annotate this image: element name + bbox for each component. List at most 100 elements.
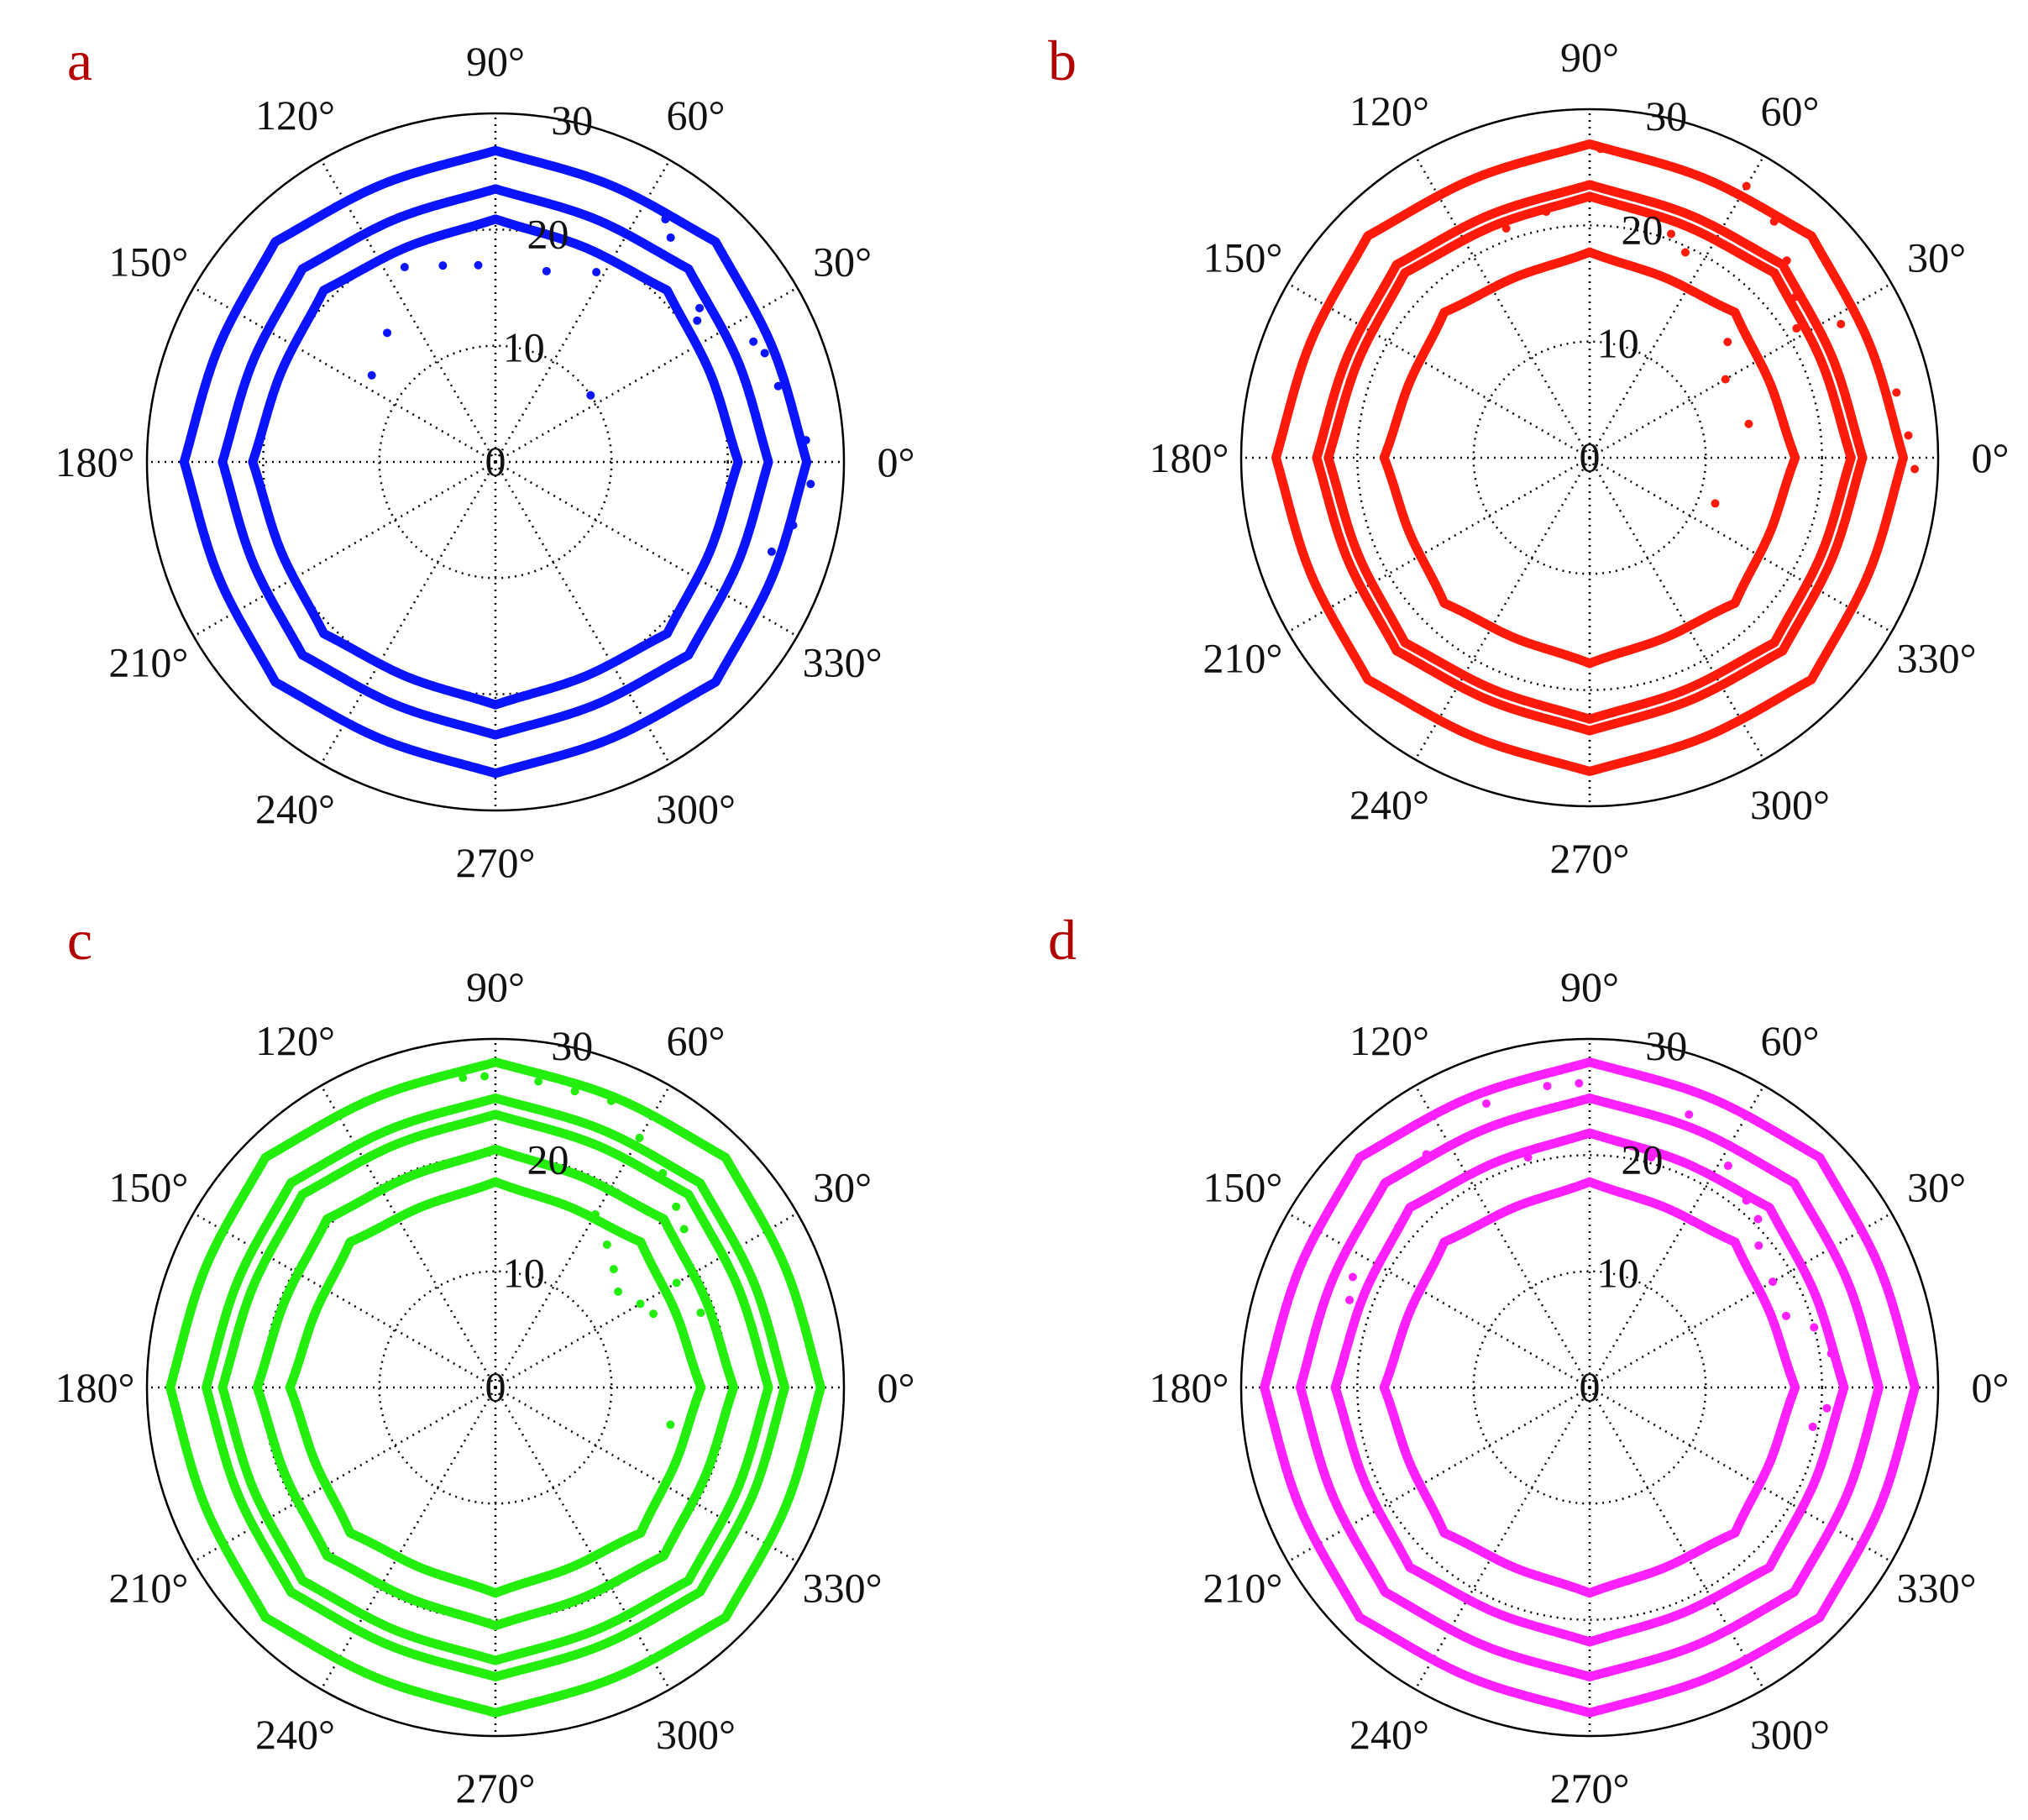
- radial-tick-label: 10: [1597, 1250, 1639, 1297]
- series-ring-5: [165, 1057, 825, 1718]
- scatter-point: [767, 547, 776, 556]
- scatter-point: [1345, 1295, 1355, 1304]
- grid-spoke: [495, 1212, 799, 1389]
- grid-spoke: [1588, 457, 1765, 761]
- angle-tick-label: 180°: [55, 438, 135, 485]
- grid-spoke: [1589, 282, 1893, 459]
- radial-tick-label: 10: [1597, 320, 1639, 367]
- angle-tick-label: 60°: [667, 92, 726, 139]
- outer-circle: [145, 112, 846, 812]
- angle-tick-label: 180°: [1150, 1364, 1229, 1411]
- grid-spoke: [1588, 155, 1765, 459]
- angle-tick-label: 120°: [255, 92, 335, 139]
- scatter-point: [1666, 229, 1675, 239]
- polar-panel-a: a01020300°30°60°90°120°150°180°210°240°2…: [55, 29, 915, 886]
- scatter-point: [1422, 1150, 1431, 1159]
- scatter-point: [438, 261, 448, 270]
- scatter-point: [789, 405, 798, 414]
- scatter-point: [534, 1077, 543, 1086]
- panel-letter: d: [1048, 908, 1077, 972]
- scatter-point: [1753, 1214, 1763, 1224]
- radial-tick-label: 10: [503, 324, 545, 371]
- angle-tick-label: 210°: [108, 639, 188, 686]
- scatter-point: [592, 268, 601, 277]
- radial-tick-label: 20: [527, 1136, 569, 1183]
- grid-spoke: [1414, 1387, 1591, 1691]
- scatter-point: [1868, 349, 1878, 359]
- grid-circle: [378, 1270, 613, 1505]
- scatter-point: [480, 1072, 490, 1081]
- grid-spoke: [320, 461, 497, 765]
- grid-circle: [1356, 224, 1823, 691]
- scatter-point: [693, 316, 702, 325]
- panel-letter: c: [67, 908, 92, 972]
- angle-tick-label: 30°: [1907, 1164, 1966, 1211]
- radial-tick-label: 0: [1580, 1363, 1601, 1410]
- grid-circle: [1472, 1270, 1707, 1505]
- angle-tick-label: 210°: [108, 1565, 188, 1612]
- angle-tick-label: 30°: [813, 239, 872, 286]
- angle-tick-label: 0°: [1972, 434, 2010, 481]
- angle-tick-label: 240°: [1349, 1711, 1429, 1758]
- radial-tick-label: 0: [1580, 433, 1601, 480]
- grid-spoke: [1286, 1212, 1590, 1389]
- radial-tick-label: 0: [485, 438, 506, 485]
- scatter-point: [1742, 1196, 1751, 1205]
- series-ring-4: [1271, 139, 1908, 776]
- scatter-point: [1791, 292, 1800, 302]
- angle-tick-label: 60°: [667, 1017, 726, 1064]
- scatter-point: [459, 1073, 468, 1083]
- scatter-point: [1822, 1403, 1831, 1413]
- scatter-point: [1808, 1422, 1817, 1431]
- angle-tick-label: 300°: [656, 785, 736, 832]
- angle-tick-label: 150°: [1203, 1164, 1282, 1211]
- radial-tick-label: 0: [485, 1363, 506, 1410]
- radial-tick-label: 30: [551, 97, 593, 144]
- scatter-point: [542, 266, 551, 275]
- angle-tick-label: 0°: [878, 438, 915, 485]
- scatter-point: [1723, 338, 1732, 347]
- series-ring-2: [252, 1144, 739, 1631]
- grid-spoke: [192, 286, 496, 464]
- scatter-point: [695, 303, 705, 312]
- scatter-point: [1523, 1153, 1533, 1162]
- angle-tick-label: 90°: [466, 38, 525, 85]
- scatter-point: [696, 1309, 705, 1318]
- angle-tick-label: 0°: [878, 1364, 915, 1411]
- radial-tick-label: 30: [551, 1022, 593, 1069]
- radial-tick-label: 30: [1645, 1022, 1687, 1069]
- scatter-point: [1681, 248, 1690, 257]
- angle-tick-label: 30°: [813, 1164, 872, 1211]
- angle-tick-label: 300°: [656, 1711, 736, 1758]
- angle-tick-label: 180°: [1150, 434, 1229, 481]
- series-ring-1: [1379, 247, 1800, 669]
- series-ring-2: [217, 184, 773, 740]
- grid-spoke: [495, 460, 799, 637]
- scatter-point: [586, 391, 595, 400]
- series-ring-2: [1323, 191, 1856, 724]
- polar-panel-d: d01020300°30°60°90°120°150°180°210°240°2…: [1048, 908, 2010, 1812]
- angle-tick-label: 240°: [1349, 781, 1429, 828]
- angle-tick-label: 0°: [1972, 1364, 2010, 1411]
- angle-tick-label: 210°: [1203, 635, 1282, 682]
- scatter-point: [609, 1265, 618, 1274]
- scatter-point: [760, 349, 769, 358]
- grid-spoke: [1588, 1084, 1765, 1388]
- angle-tick-label: 150°: [1203, 234, 1282, 281]
- series-ring-3: [1296, 1094, 1884, 1681]
- grid-spoke: [1286, 282, 1590, 459]
- outer-circle: [145, 1037, 846, 1738]
- scatter-point: [1769, 217, 1779, 226]
- angle-tick-label: 270°: [456, 1765, 536, 1812]
- grid-spoke: [494, 1387, 671, 1691]
- scatter-point: [367, 370, 376, 380]
- outer-circle: [1239, 108, 1940, 808]
- radial-tick-label: 30: [1645, 92, 1687, 139]
- grid-spoke: [320, 1084, 497, 1388]
- scatter-point: [1742, 181, 1751, 191]
- scatter-point: [1617, 148, 1627, 157]
- grid-spoke: [192, 1386, 496, 1563]
- scatter-point: [672, 1202, 681, 1211]
- angle-tick-label: 210°: [1203, 1565, 1282, 1612]
